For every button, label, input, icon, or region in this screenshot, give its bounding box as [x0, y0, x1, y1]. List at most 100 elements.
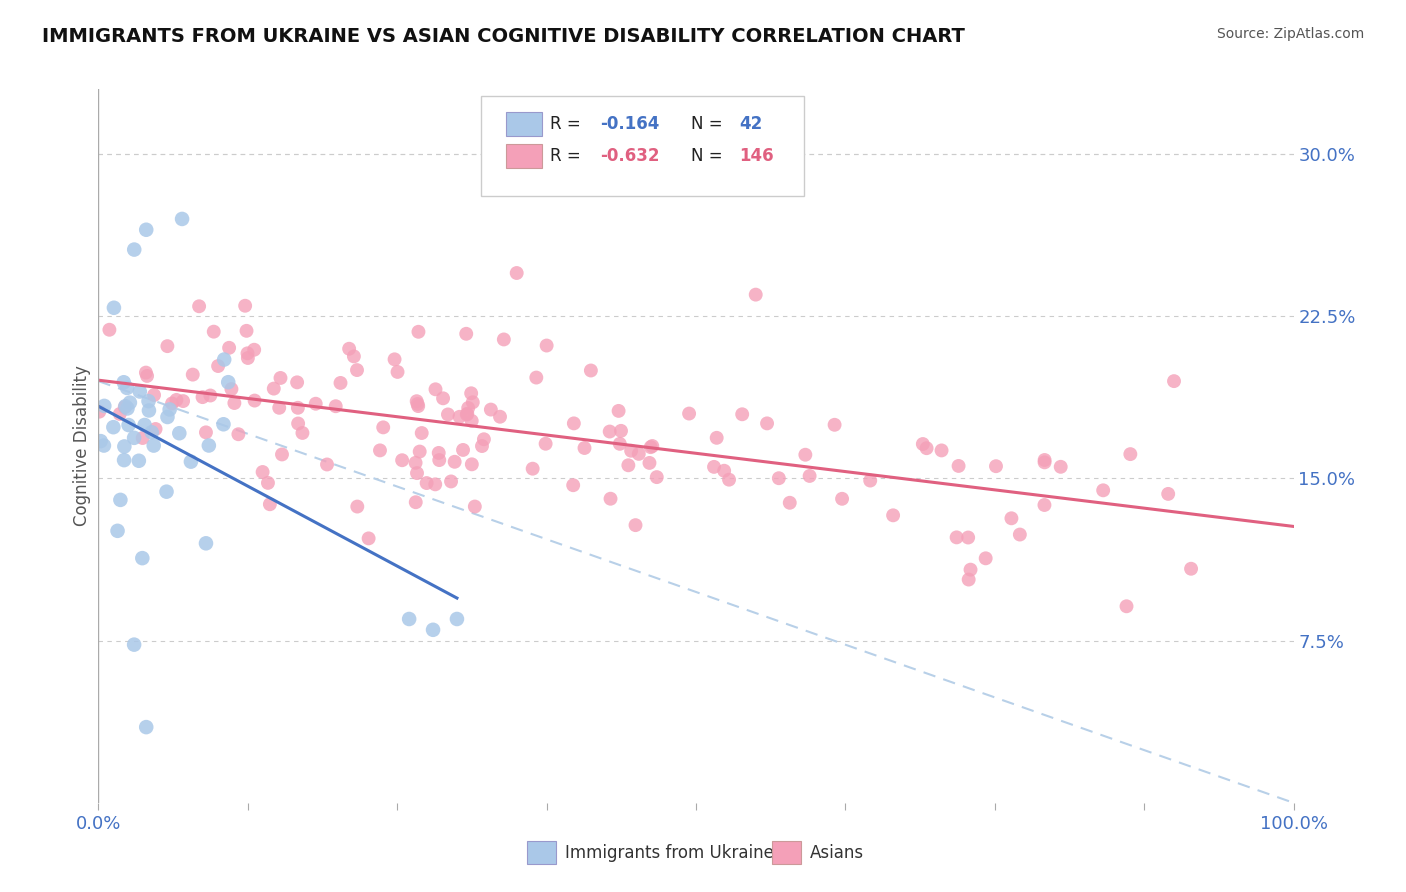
Point: [460, 386, 482, 401]
Point: [103, 420, 125, 434]
Point: [446, 612, 468, 626]
Point: [172, 394, 194, 409]
Point: [346, 363, 368, 377]
Point: [408, 444, 430, 458]
Point: [461, 395, 484, 409]
Text: 146: 146: [740, 147, 773, 165]
Point: [131, 551, 153, 566]
Point: [405, 495, 427, 509]
Text: Source: ZipAtlas.com: Source: ZipAtlas.com: [1216, 27, 1364, 41]
Point: [427, 453, 450, 467]
Point: [451, 442, 474, 457]
FancyBboxPatch shape: [481, 96, 804, 196]
Point: [93, 399, 115, 413]
Point: [641, 439, 664, 453]
Point: [135, 223, 157, 237]
Point: [464, 500, 486, 514]
Point: [159, 402, 181, 417]
Point: [456, 408, 478, 422]
Point: [271, 447, 294, 461]
Point: [122, 638, 145, 652]
Point: [134, 417, 156, 432]
Point: [931, 443, 953, 458]
Point: [138, 394, 160, 409]
Point: [1115, 599, 1137, 614]
Text: -0.632: -0.632: [600, 147, 659, 165]
Point: [948, 458, 970, 473]
Point: [915, 441, 938, 455]
Point: [291, 425, 314, 440]
Point: [794, 448, 817, 462]
Point: [156, 339, 179, 353]
Text: 42: 42: [740, 115, 762, 133]
Point: [1119, 447, 1142, 461]
Point: [112, 440, 135, 454]
Point: [368, 443, 391, 458]
Point: [957, 573, 980, 587]
Point: [859, 474, 882, 488]
Point: [607, 404, 630, 418]
Point: [506, 266, 529, 280]
Text: R =: R =: [550, 147, 586, 165]
Point: [579, 363, 602, 377]
FancyBboxPatch shape: [506, 112, 541, 136]
Point: [337, 342, 360, 356]
Point: [534, 436, 557, 450]
Point: [422, 623, 444, 637]
Point: [957, 531, 980, 545]
Point: [316, 458, 339, 472]
Point: [1008, 527, 1031, 541]
Point: [1033, 455, 1056, 469]
Point: [406, 399, 429, 413]
Point: [479, 402, 502, 417]
Point: [427, 446, 450, 460]
Text: N =: N =: [692, 115, 728, 133]
Point: [269, 401, 291, 415]
Point: [180, 455, 202, 469]
FancyBboxPatch shape: [527, 841, 557, 864]
Point: [195, 536, 218, 550]
Point: [768, 471, 790, 485]
Point: [471, 439, 494, 453]
Point: [135, 720, 157, 734]
Point: [645, 470, 668, 484]
Point: [107, 524, 129, 538]
Point: [718, 473, 741, 487]
Point: [706, 431, 728, 445]
Point: [117, 401, 139, 416]
Point: [599, 491, 621, 506]
Point: [562, 478, 585, 492]
Text: -0.164: -0.164: [600, 115, 659, 133]
Point: [108, 407, 131, 421]
Point: [118, 395, 141, 409]
Point: [98, 323, 121, 337]
Point: [156, 409, 179, 424]
Point: [346, 500, 368, 514]
Point: [609, 437, 631, 451]
Point: [243, 343, 266, 357]
Point: [678, 407, 700, 421]
FancyBboxPatch shape: [772, 841, 801, 864]
Point: [228, 427, 250, 442]
Point: [252, 465, 274, 479]
Point: [974, 551, 997, 566]
Text: Immigrants from Ukraine: Immigrants from Ukraine: [565, 844, 773, 862]
Point: [329, 376, 352, 390]
Point: [136, 368, 159, 383]
Point: [425, 382, 447, 396]
Point: [443, 455, 465, 469]
Point: [194, 425, 217, 440]
Point: [202, 325, 225, 339]
Point: [212, 352, 235, 367]
Point: [411, 425, 433, 440]
Point: [406, 397, 429, 411]
Point: [169, 426, 191, 441]
Point: [257, 475, 280, 490]
Point: [103, 301, 125, 315]
Point: [143, 388, 166, 402]
FancyBboxPatch shape: [506, 145, 541, 169]
Point: [461, 414, 484, 428]
Point: [384, 352, 406, 367]
Point: [1180, 562, 1202, 576]
Point: [122, 431, 145, 445]
